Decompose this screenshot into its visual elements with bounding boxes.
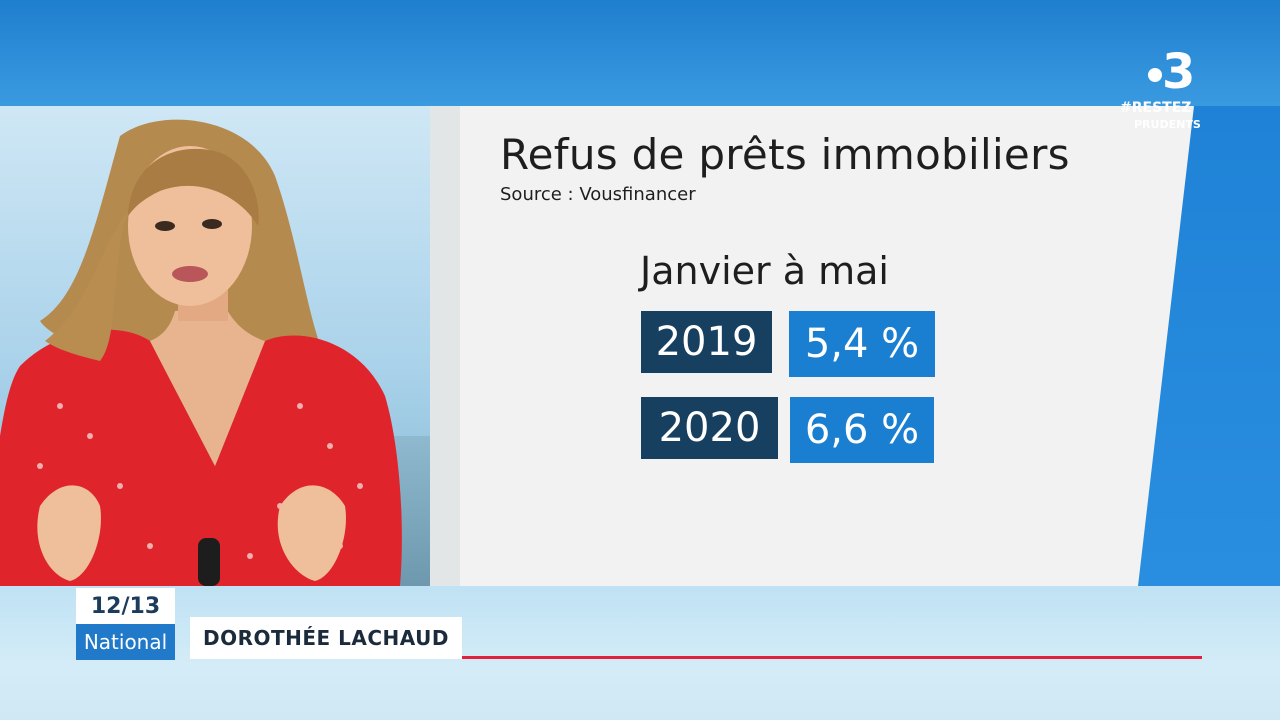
logo-tagline-2: PRUDENTS <box>1134 118 1201 131</box>
logo-tagline-1: #RESTEZ <box>1120 100 1192 116</box>
presenter-name: DOROTHÉE LACHAUD <box>190 617 462 659</box>
graphic-period: Janvier à mai <box>640 249 889 293</box>
edition-badge: National <box>76 624 175 660</box>
graphic-source: Source : Vousfinancer <box>500 184 696 205</box>
logo-dot-icon <box>1148 68 1162 82</box>
value-label: 6,6 % <box>790 397 934 463</box>
year-label: 2020 <box>641 397 778 459</box>
top-background-band <box>0 0 1280 106</box>
presenter-figure <box>0 119 402 586</box>
graphic-title: Refus de prêts immobiliers <box>500 130 1070 179</box>
logo-number: 3 <box>1162 44 1196 100</box>
program-time-badge: 12/13 <box>76 588 175 624</box>
year-label: 2019 <box>641 311 772 373</box>
accent-line <box>462 656 1202 659</box>
info-graphic-panel: Refus de prêts immobiliers Source : Vous… <box>430 106 1194 586</box>
value-label: 5,4 % <box>789 311 935 377</box>
studio-video-area <box>0 106 430 586</box>
channel-logo: 3 #RESTEZ PRUDENTS <box>1120 48 1220 138</box>
